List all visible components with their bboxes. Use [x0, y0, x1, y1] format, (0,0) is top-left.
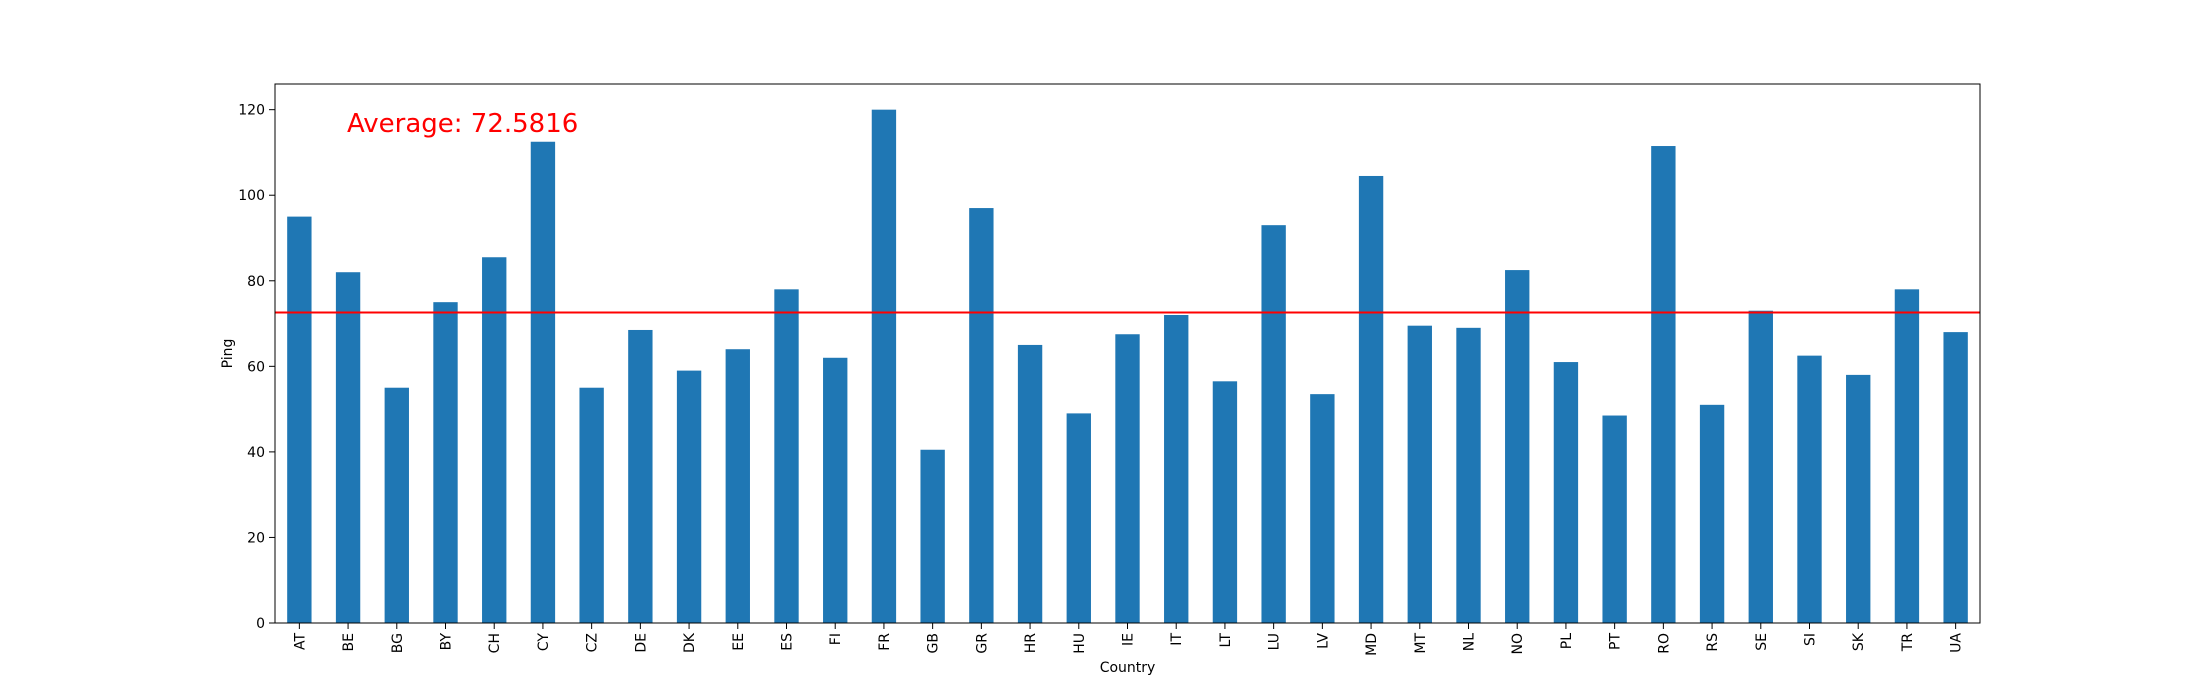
- x-tick-label-fi: FI: [828, 633, 844, 645]
- bar-gr: [969, 208, 994, 623]
- bar-cy: [530, 141, 556, 623]
- bar-nl: [1456, 327, 1481, 623]
- bar-si: [1797, 355, 1822, 623]
- x-tick-label-pt: PT: [1608, 633, 1624, 650]
- y-tick-label: 20: [247, 530, 265, 546]
- bar-fr: [871, 109, 897, 624]
- x-tick-label-ua: UA: [1949, 633, 1965, 653]
- x-tick-label-se: SE: [1754, 633, 1770, 651]
- x-tick-label-si: SI: [1803, 633, 1819, 646]
- bar-dk: [676, 370, 702, 623]
- x-tick-label-hr: HR: [1023, 633, 1039, 654]
- x-axis-title: Country: [1100, 660, 1156, 676]
- x-tick-label-lv: LV: [1315, 633, 1331, 649]
- x-tick-label-lu: LU: [1267, 633, 1283, 650]
- x-tick-label-it: IT: [1169, 633, 1185, 646]
- x-tick-label-tr: TR: [1900, 633, 1916, 653]
- x-tick-label-ro: RO: [1656, 633, 1672, 654]
- bar-bg: [384, 387, 409, 623]
- bar-sk: [1846, 374, 1871, 623]
- bar-es: [774, 289, 799, 623]
- bars-layer: [287, 109, 1968, 624]
- bar-pl: [1553, 362, 1579, 623]
- x-tick-label-bg: BG: [390, 633, 406, 653]
- bar-hr: [1017, 344, 1043, 623]
- x-tick-label-rs: RS: [1705, 633, 1721, 652]
- x-tick-label-fr: FR: [877, 633, 893, 651]
- average-annotation: Average: 72.5816: [347, 109, 578, 139]
- x-tick-label-gr: GR: [974, 633, 990, 654]
- x-tick-label-pl: PL: [1559, 633, 1575, 649]
- x-tick-label-gb: GB: [926, 633, 942, 653]
- bar-ee: [725, 349, 750, 623]
- y-tick-label: 120: [238, 103, 265, 119]
- x-tick-label-by: BY: [439, 633, 455, 651]
- bar-lu: [1261, 225, 1286, 624]
- x-tick-label-sk: SK: [1851, 632, 1867, 651]
- bar-tr: [1894, 289, 1920, 623]
- y-ticks: 0 20 40 60 80 100 120: [238, 103, 275, 632]
- bar-by: [433, 302, 458, 623]
- y-tick-label: 80: [247, 274, 265, 290]
- bar-it: [1164, 315, 1189, 623]
- bar-ch: [482, 257, 507, 623]
- x-ticks: AT BE BG BY CH CY CZ DE DK EE ES FI FR GB GR HR HU IE IT LT…: [292, 623, 1965, 656]
- bar-mt: [1407, 325, 1432, 623]
- x-tick-label-mt: MT: [1413, 633, 1429, 654]
- bar-lv: [1310, 394, 1335, 623]
- x-tick-label-es: ES: [780, 633, 796, 651]
- bar-se: [1748, 310, 1773, 623]
- x-tick-label-nl: NL: [1462, 633, 1478, 651]
- bar-at: [287, 216, 312, 624]
- x-tick-label-ie: IE: [1121, 633, 1137, 646]
- x-tick-label-at: AT: [292, 633, 308, 650]
- x-tick-label-no: NO: [1510, 633, 1526, 655]
- bar-md: [1358, 175, 1384, 623]
- x-tick-label-de: DE: [633, 633, 649, 653]
- bar-gb: [920, 449, 945, 623]
- bar-ie: [1115, 334, 1140, 623]
- x-tick-label-ch: CH: [487, 633, 503, 653]
- bar-no: [1505, 270, 1530, 623]
- x-tick-label-ee: EE: [731, 633, 747, 651]
- bar-be: [335, 272, 361, 623]
- x-tick-label-lt: LT: [1218, 633, 1234, 648]
- bar-de: [628, 329, 653, 623]
- x-tick-label-md: MD: [1364, 633, 1380, 656]
- bar-hu: [1066, 413, 1091, 623]
- bar-fi: [823, 357, 848, 623]
- x-tick-label-dk: DK: [682, 632, 698, 653]
- bar-ua: [1943, 332, 1968, 623]
- bar-cz: [579, 387, 604, 623]
- y-tick-label: 40: [247, 445, 265, 461]
- x-tick-label-cz: CZ: [585, 633, 601, 652]
- bar-pt: [1602, 415, 1627, 623]
- y-tick-label: 60: [247, 359, 265, 375]
- y-axis-title: Ping: [220, 339, 236, 369]
- x-tick-label-cy: CY: [536, 633, 552, 652]
- bar-lt: [1212, 381, 1238, 623]
- bar-ro: [1651, 146, 1676, 623]
- y-tick-label: 100: [238, 188, 265, 204]
- x-tick-label-hu: HU: [1072, 633, 1088, 654]
- x-tick-label-be: BE: [341, 633, 357, 651]
- y-tick-label: 0: [256, 616, 265, 632]
- bar-rs: [1699, 404, 1725, 623]
